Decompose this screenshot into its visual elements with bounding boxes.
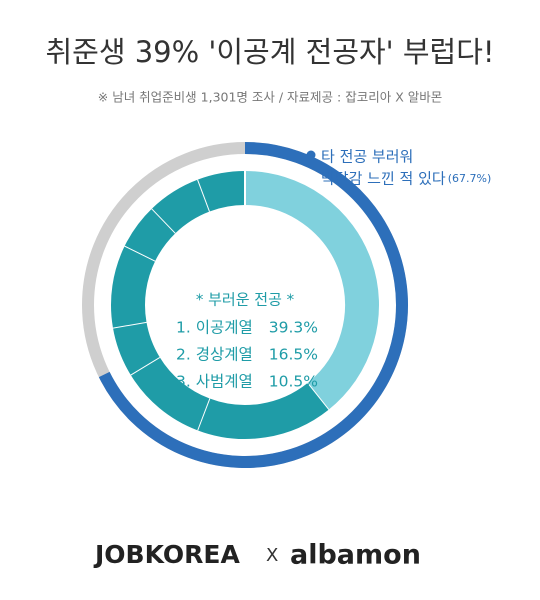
donut-segment [244,171,379,410]
callout-value: (67.7%) [448,172,492,185]
center-title: * 부러운 전공 * [196,291,295,309]
donut-segment [198,171,246,212]
segment-separator [197,179,211,212]
center-value: 16.5% [269,346,318,364]
donut-segment [111,245,156,328]
callout-text: 박탈감 느낀 적 있다 [321,170,446,188]
donut-segment [197,382,329,439]
donut-segment [112,321,160,375]
logo-jobkorea: JOBKOREA [93,540,240,569]
center-category: 2. 경상계열 [176,346,253,364]
donut-segment [130,356,210,431]
subtitle: ※ 남녀 취업준비생 1,301명 조사 / 자료제공 : 잡코리아 X 알바몬 [98,90,442,105]
title: 취준생 39% '이공계 전공자' 부럽다! [45,35,494,69]
callout-text: 타 전공 부러워 [321,148,413,166]
donut-segment [124,208,177,262]
logo-albamon: albamon [290,540,421,571]
callout-dot [306,150,316,160]
logo-separator: X [266,545,278,566]
center-value: 39.3% [269,319,318,337]
donut-segment [152,179,211,234]
center-category: 1. 이공계열 [176,319,253,337]
center-value: 10.5% [269,373,318,391]
donut-segment [98,142,408,468]
center-category: 3. 사범계열 [176,373,253,391]
